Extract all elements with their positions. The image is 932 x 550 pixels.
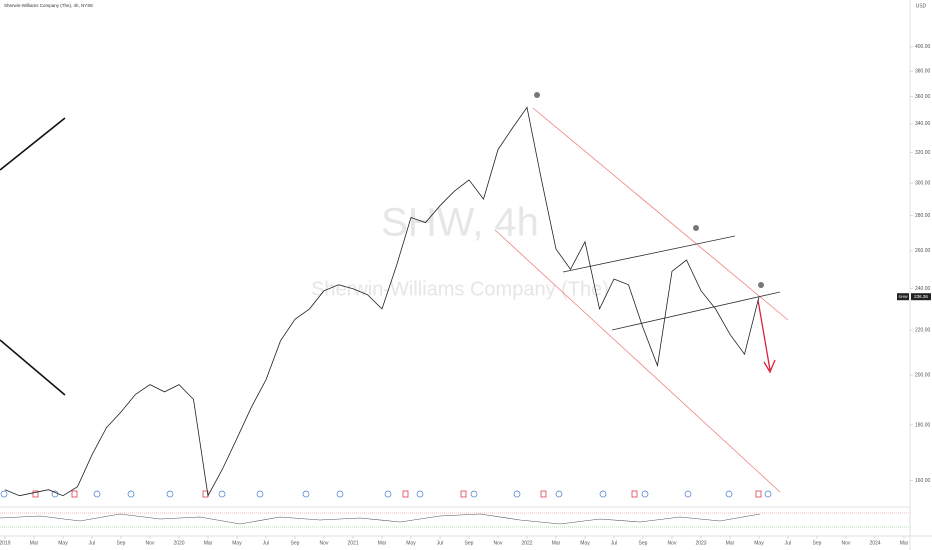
x-tick-label: May xyxy=(580,540,590,546)
x-tick-label: Sep xyxy=(117,540,126,546)
y-tick-label: 220.00 xyxy=(915,327,931,333)
last-price-tag xyxy=(911,293,931,301)
y-tick-label: 160.00 xyxy=(915,478,931,484)
x-tick-label: Jul xyxy=(611,540,617,546)
chart-title: Sherwin-Williams Company (The), 4h, NYSE xyxy=(4,3,93,8)
x-tick-label: Mar xyxy=(204,540,213,546)
x-tick-label: Sep xyxy=(291,540,300,546)
marker-icon xyxy=(693,225,699,231)
symbol-tag-label: SHW xyxy=(898,294,908,299)
channel-upper xyxy=(532,107,789,321)
x-tick-label: Nov xyxy=(320,540,329,546)
trend-line xyxy=(562,235,736,273)
x-tick-label: May xyxy=(232,540,242,546)
x-tick-label: Sep xyxy=(639,540,648,546)
x-tick-label: 2024 xyxy=(869,540,880,546)
x-tick-label: 2020 xyxy=(173,540,184,546)
axis-unit: USD xyxy=(916,3,927,9)
event-icons-red xyxy=(32,490,762,498)
x-tick-label: Nov xyxy=(842,540,851,546)
x-tick-label: May xyxy=(754,540,764,546)
watermark-symbol: SHW, 4h xyxy=(381,201,539,245)
x-tick-label: Jul xyxy=(785,540,791,546)
rsi-line xyxy=(0,513,761,525)
x-tick-label: May xyxy=(58,540,68,546)
x-tick-label: Nov xyxy=(668,540,677,546)
symbol-tag xyxy=(897,293,909,301)
y-tick-label: 400.00 xyxy=(915,44,931,50)
event-icons xyxy=(0,490,772,498)
marker-icon xyxy=(534,92,540,98)
drawing-line xyxy=(0,339,66,396)
y-tick-label: 340.00 xyxy=(915,121,931,127)
x-tick-label: Mar xyxy=(552,540,561,546)
x-tick-label: 2023 xyxy=(695,540,706,546)
x-tick-label: Nov xyxy=(494,540,503,546)
x-tick-label: Mar xyxy=(378,540,387,546)
channel-lower xyxy=(494,229,781,493)
y-tick-label: 180.00 xyxy=(915,422,931,428)
x-tick-label: Jul xyxy=(89,540,95,546)
y-tick-label: 300.00 xyxy=(915,180,931,186)
x-tick-label: Mar xyxy=(900,540,909,546)
y-tick-label: 260.00 xyxy=(915,248,931,254)
marker-icon xyxy=(758,282,764,288)
y-tick-label: 320.00 xyxy=(915,150,931,156)
y-tick-label: 280.00 xyxy=(915,213,931,219)
price-line xyxy=(4,106,760,497)
y-tick-label: 200.00 xyxy=(915,372,931,378)
x-tick-label: Mar xyxy=(30,540,39,546)
x-tick-label: May xyxy=(406,540,416,546)
x-tick-label: 2021 xyxy=(347,540,358,546)
y-tick-label: 380.00 xyxy=(915,68,931,74)
x-tick-label: 2022 xyxy=(521,540,532,546)
y-tick-label: 360.00 xyxy=(915,94,931,100)
x-tick-label: Sep xyxy=(465,540,474,546)
x-tick-label: Mar xyxy=(726,540,735,546)
x-tick-label: Sep xyxy=(813,540,822,546)
watermark-name: Sherwin-Williams Company (The) xyxy=(311,278,609,300)
projection-arrow xyxy=(757,299,776,374)
last-price-label: 236.36 xyxy=(914,294,928,299)
x-tick-label: Jul xyxy=(263,540,269,546)
x-tick-label: 2019 xyxy=(0,540,11,546)
x-tick-label: Jul xyxy=(437,540,443,546)
drawing-line xyxy=(0,117,66,171)
y-tick-label: 240.00 xyxy=(915,286,931,292)
x-tick-label: Nov xyxy=(146,540,155,546)
trend-line xyxy=(611,291,781,331)
